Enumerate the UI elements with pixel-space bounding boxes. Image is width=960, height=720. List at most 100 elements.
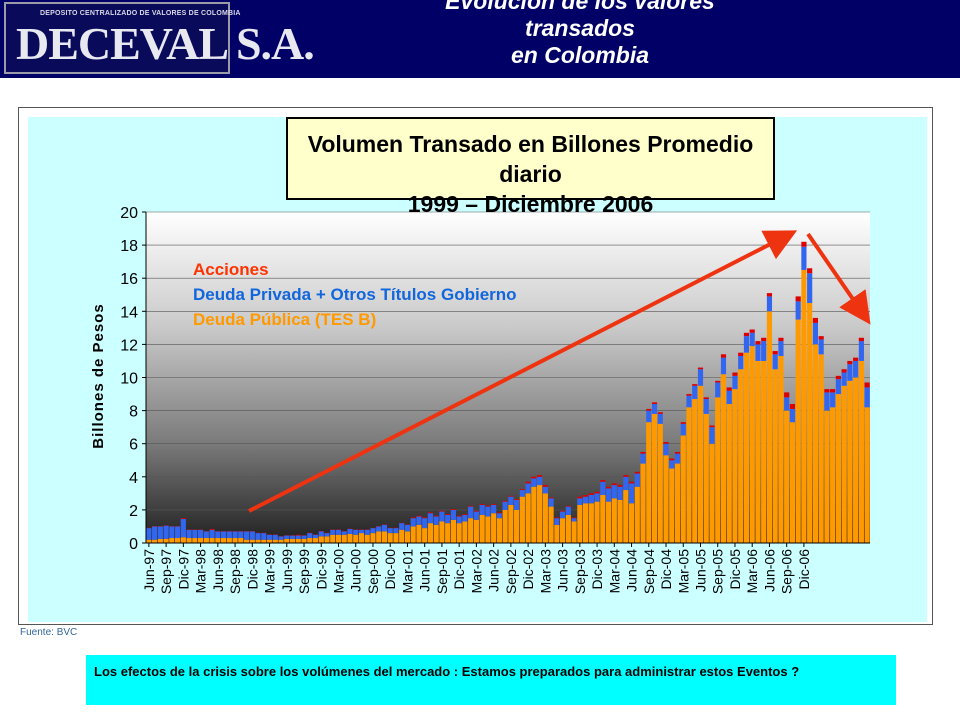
bar-deuda-publica xyxy=(743,352,750,543)
bar-deuda-publica xyxy=(778,355,784,543)
bar-acciones xyxy=(450,509,456,510)
bar-deuda-publica xyxy=(462,521,468,543)
bar-deuda-privada xyxy=(577,498,583,505)
bar-deuda-publica xyxy=(864,407,870,543)
bar-acciones xyxy=(830,389,836,393)
bar-acciones xyxy=(571,517,577,519)
x-tick-label: Mar-02 xyxy=(468,549,484,594)
bar-acciones xyxy=(617,485,623,487)
y-tick-label: 10 xyxy=(120,371,138,388)
x-tick-label: Sep-05 xyxy=(710,549,726,594)
bar-deuda-privada xyxy=(370,528,376,534)
y-tick-label: 2 xyxy=(129,503,138,520)
bar-deuda-publica xyxy=(347,533,353,543)
gridlines xyxy=(146,211,870,544)
bar-deuda-publica xyxy=(427,523,434,543)
bar-deuda-privada xyxy=(238,531,244,539)
legend-deuda-privada: Deuda Privada + Otros Títulos Gobierno xyxy=(193,285,517,304)
bar-deuda-privada xyxy=(784,397,790,411)
bar-deuda-publica xyxy=(220,538,227,543)
bar-deuda-publica xyxy=(393,533,399,543)
bar-acciones xyxy=(761,337,767,342)
bar-acciones xyxy=(554,517,560,519)
bar-deuda-privada xyxy=(525,483,531,494)
bar-deuda-publica xyxy=(249,539,255,543)
bar-deuda-privada xyxy=(709,427,715,444)
bar-deuda-publica xyxy=(491,513,497,543)
bar-deuda-privada xyxy=(255,533,261,540)
bar-deuda-publica xyxy=(381,531,388,543)
bar-deuda-publica xyxy=(175,538,181,543)
bar-acciones xyxy=(847,360,853,365)
bar-acciones xyxy=(209,528,215,530)
bar-acciones xyxy=(778,337,784,342)
bar-deuda-publica xyxy=(272,539,278,543)
bar-deuda-privada xyxy=(393,528,399,534)
x-tick-label: Dic-99 xyxy=(313,549,329,590)
bar-deuda-privada xyxy=(605,488,612,502)
bar-deuda-publica xyxy=(795,319,801,543)
bar-deuda-privada xyxy=(347,528,353,534)
bar-acciones xyxy=(749,329,755,333)
bar-deuda-privada xyxy=(445,514,451,524)
bar-deuda-publica xyxy=(646,422,652,543)
bar-deuda-privada xyxy=(295,535,301,539)
bar-deuda-publica xyxy=(387,533,393,543)
bar-acciones xyxy=(766,293,773,297)
bar-deuda-publica xyxy=(353,534,359,543)
bar-deuda-privada xyxy=(496,513,502,519)
bar-deuda-publica xyxy=(657,423,663,543)
x-tick-label: Jun-97 xyxy=(141,549,157,592)
bar-deuda-privada xyxy=(163,525,169,539)
bar-deuda-privada xyxy=(565,506,571,515)
bar-deuda-privada xyxy=(301,535,307,539)
bar-deuda-privada xyxy=(416,516,422,525)
bar-acciones xyxy=(445,514,451,515)
y-tick-label: 6 xyxy=(129,437,138,454)
bar-deuda-privada xyxy=(209,529,215,539)
bar-deuda-publica xyxy=(738,369,744,543)
bar-deuda-privada xyxy=(479,504,485,515)
bar-deuda-publica xyxy=(307,538,313,543)
bar-deuda-privada xyxy=(450,509,456,520)
bar-deuda-publica xyxy=(243,539,250,543)
bar-deuda-privada xyxy=(335,529,342,535)
source-note: Fuente: BVC xyxy=(20,627,78,638)
bar-deuda-publica xyxy=(468,518,474,543)
bar-deuda-publica xyxy=(571,521,577,543)
bar-deuda-publica xyxy=(456,523,462,543)
bar-deuda-publica xyxy=(634,486,640,543)
bar-deuda-privada xyxy=(674,453,681,464)
bar-deuda-privada xyxy=(243,531,250,540)
bar-deuda-privada xyxy=(157,526,163,539)
bar-acciones xyxy=(502,500,508,502)
bar-acciones xyxy=(651,402,658,404)
bar-acciones xyxy=(295,534,301,536)
x-tick-label: Dic-01 xyxy=(451,549,467,590)
bar-deuda-publica xyxy=(692,399,698,543)
bar-deuda-privada xyxy=(261,533,267,540)
bar-deuda-privada xyxy=(743,336,750,353)
bar-deuda-privada xyxy=(232,531,238,539)
bar-deuda-privada xyxy=(807,273,813,304)
bar-deuda-privada xyxy=(508,496,514,505)
bar-deuda-publica xyxy=(404,531,411,543)
bar-deuda-privada xyxy=(560,511,566,519)
bar-acciones xyxy=(439,510,445,512)
bar-deuda-publica xyxy=(812,344,818,543)
x-tick-label: Dic-02 xyxy=(520,549,536,590)
bar-deuda-publica xyxy=(611,498,617,543)
bar-deuda-privada xyxy=(594,493,600,502)
bar-deuda-publica xyxy=(496,518,502,543)
bar-acciones xyxy=(801,241,807,247)
bar-deuda-publica xyxy=(807,303,813,543)
bar-deuda-privada xyxy=(548,498,554,507)
bar-deuda-privada xyxy=(220,531,227,539)
bar-acciones xyxy=(640,451,646,454)
bar-acciones xyxy=(646,408,652,411)
bar-deuda-publica xyxy=(594,501,600,544)
y-tick-label: 14 xyxy=(120,304,138,321)
bar-deuda-publica xyxy=(519,496,525,543)
bar-deuda-publica xyxy=(560,518,566,543)
bar-deuda-publica xyxy=(663,455,669,543)
